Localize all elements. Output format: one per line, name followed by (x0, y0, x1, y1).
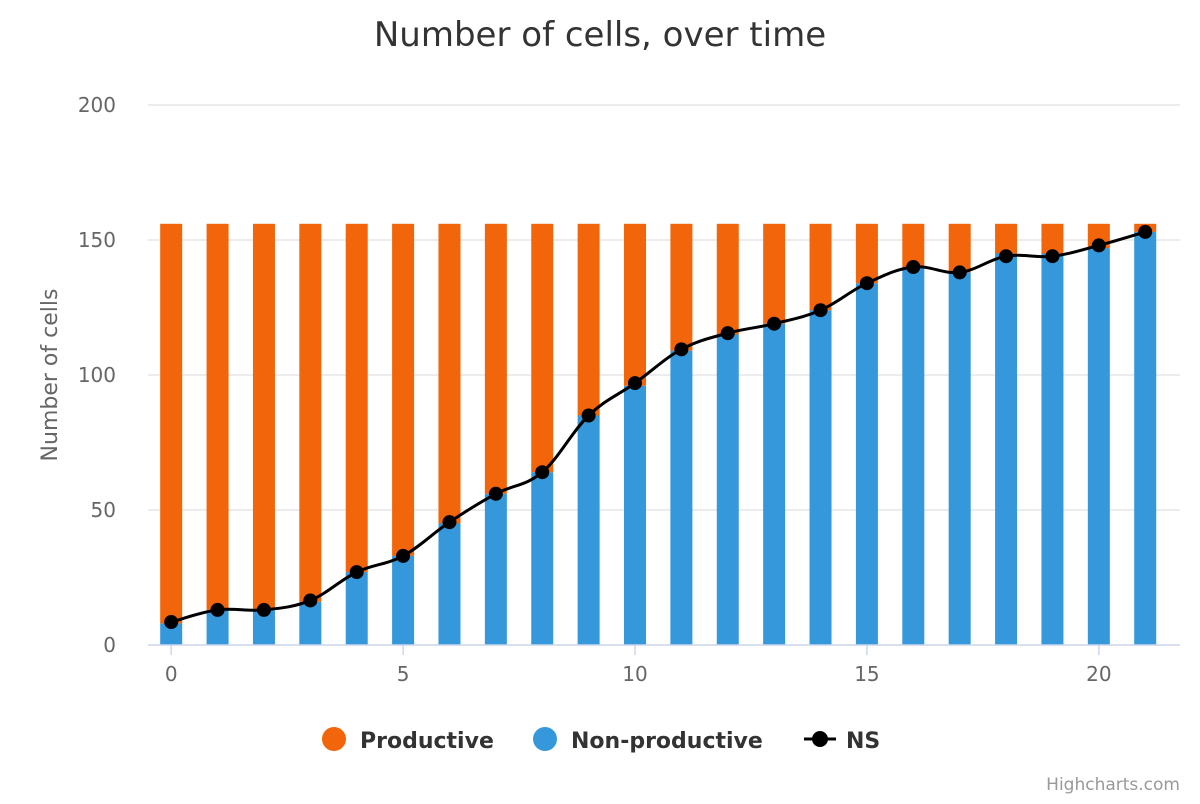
y-tick-label: 100 (78, 363, 116, 387)
ns-point[interactable] (256, 602, 271, 617)
bar-non-productive[interactable] (624, 385, 647, 645)
line-layer (164, 224, 1153, 630)
bar-productive[interactable] (855, 223, 878, 284)
bar-productive[interactable] (902, 223, 925, 267)
ns-point[interactable] (442, 515, 457, 530)
legend-item-productive[interactable]: Productive (322, 727, 494, 754)
legend-item-non-productive[interactable]: Non-productive (533, 727, 763, 754)
chart-title: Number of cells, over time (374, 15, 826, 55)
ns-point[interactable] (674, 342, 689, 357)
bar-productive[interactable] (438, 223, 461, 524)
bar-non-productive[interactable] (716, 334, 739, 646)
x-tick-label: 5 (397, 662, 410, 686)
bar-non-productive[interactable] (1134, 231, 1157, 645)
bar-non-productive[interactable] (299, 601, 322, 645)
ns-point[interactable] (906, 260, 921, 274)
bar-productive[interactable] (948, 223, 971, 273)
bar-non-productive[interactable] (531, 472, 554, 645)
legend-label: NS (846, 729, 880, 754)
credits-link[interactable]: Highcharts.com (1046, 775, 1180, 795)
legend-symbol-marker (812, 731, 828, 747)
y-tick-label: 50 (91, 498, 116, 522)
ns-point[interactable] (720, 326, 735, 341)
ns-line (170, 230, 1146, 624)
bar-productive[interactable] (670, 223, 693, 351)
ns-point[interactable] (813, 303, 828, 318)
ns-point[interactable] (349, 565, 364, 580)
y-tick-label: 150 (78, 228, 116, 252)
ns-point[interactable] (535, 465, 550, 480)
bar-productive[interactable] (716, 223, 739, 335)
bar-non-productive[interactable] (392, 555, 415, 645)
ns-point[interactable] (1138, 224, 1153, 239)
y-axis-label: Number of cells (38, 289, 63, 462)
bar-non-productive[interactable] (438, 523, 461, 646)
y-tick-label: 0 (103, 633, 116, 657)
bar-non-productive[interactable] (1087, 248, 1110, 645)
ns-point[interactable] (303, 593, 318, 608)
bar-non-productive[interactable] (206, 609, 229, 645)
ns-point[interactable] (952, 265, 967, 280)
ns-point[interactable] (396, 548, 411, 563)
bar-productive[interactable] (299, 223, 322, 602)
x-tick-label: 10 (622, 662, 647, 686)
legend: Productive Non-productive NS (322, 727, 880, 754)
bar-non-productive[interactable] (763, 323, 786, 645)
bars-layer (160, 223, 1157, 646)
bar-productive[interactable] (577, 223, 600, 416)
bar-non-productive[interactable] (577, 415, 600, 646)
ns-point[interactable] (488, 486, 503, 501)
bar-productive[interactable] (484, 223, 507, 494)
bar-productive[interactable] (1041, 223, 1064, 254)
bar-productive[interactable] (392, 223, 415, 556)
legend-symbol-circle (322, 727, 346, 751)
ns-point[interactable] (210, 602, 225, 617)
bar-non-productive[interactable] (855, 283, 878, 645)
bar-productive[interactable] (763, 223, 786, 324)
bar-productive[interactable] (809, 223, 832, 311)
x-tick-label: 20 (1086, 662, 1111, 686)
x-tick-label: 0 (165, 662, 178, 686)
legend-label: Non-productive (571, 729, 763, 754)
ns-point[interactable] (999, 249, 1014, 264)
bar-non-productive[interactable] (252, 609, 275, 645)
legend-symbol-circle (533, 727, 557, 751)
ns-point[interactable] (1045, 249, 1060, 264)
x-tick-label: 15 (854, 662, 879, 686)
ns-point[interactable] (581, 408, 596, 423)
ns-point[interactable] (628, 376, 643, 391)
ns-point[interactable] (767, 316, 782, 331)
bar-productive[interactable] (531, 223, 554, 473)
bar-non-productive[interactable] (948, 272, 971, 645)
bar-productive[interactable] (160, 223, 183, 624)
legend-item-ns[interactable]: NS (804, 729, 880, 754)
ns-point[interactable] (859, 276, 874, 291)
legend-label: Productive (360, 729, 494, 754)
axis-layer: 0 50 100 150 200 0 5 10 15 20 (78, 93, 1180, 686)
bar-non-productive[interactable] (160, 623, 183, 645)
ns-point[interactable] (164, 615, 179, 630)
bar-non-productive[interactable] (1041, 253, 1064, 646)
bar-non-productive[interactable] (902, 267, 925, 645)
bar-non-productive[interactable] (484, 493, 507, 645)
y-tick-label: 200 (78, 93, 116, 117)
bar-productive[interactable] (995, 223, 1018, 254)
bar-non-productive[interactable] (995, 253, 1018, 646)
bar-non-productive[interactable] (345, 572, 368, 645)
bar-productive[interactable] (624, 223, 647, 386)
bar-productive[interactable] (206, 223, 229, 610)
bar-non-productive[interactable] (670, 350, 693, 645)
bar-productive[interactable] (345, 223, 368, 573)
bar-non-productive[interactable] (809, 310, 832, 645)
bar-productive[interactable] (252, 223, 275, 610)
ns-point[interactable] (1091, 238, 1106, 253)
